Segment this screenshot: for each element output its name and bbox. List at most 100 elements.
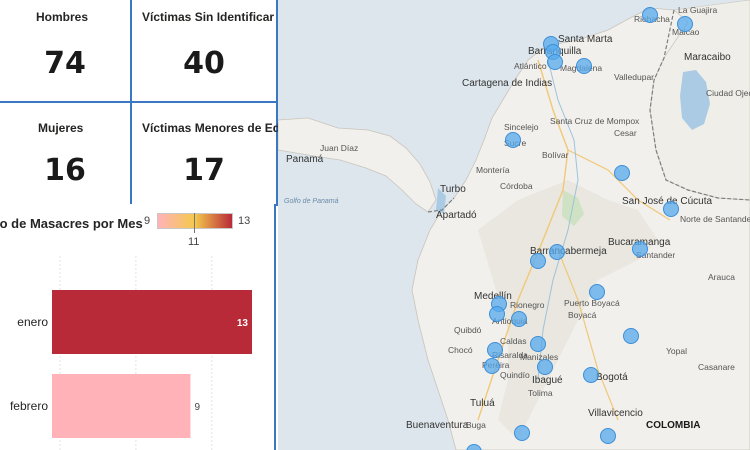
- category-label: febrero: [10, 399, 48, 413]
- map-label: Panamá: [286, 154, 324, 165]
- map-label: Tolima: [528, 388, 553, 398]
- color-scale-legend: [157, 213, 233, 229]
- map-label: Quindío: [500, 370, 530, 380]
- map-label: Valledupar: [614, 72, 655, 82]
- kpi-label: Hombres: [36, 10, 89, 24]
- kpi-card-victimas-sin-identificar[interactable]: Víctimas Sin Identificar 40: [130, 0, 278, 103]
- map-label: Risaralda: [492, 350, 528, 360]
- bar-data-label: 9: [194, 402, 200, 413]
- kpi-label: Víctimas Sin Identificar: [142, 10, 275, 24]
- border-colombia-venezuela: [649, 9, 750, 201]
- category-label: enero: [17, 315, 48, 329]
- map-label: Turbo: [440, 184, 466, 195]
- andes-relief: [478, 180, 658, 440]
- road-bogota: [557, 249, 619, 421]
- kpi-value: 40: [183, 46, 225, 81]
- map-label: Antioquia: [492, 316, 528, 326]
- map-label: Santa Cruz de Mompox: [550, 116, 640, 126]
- map-label: Maracaibo: [684, 52, 731, 63]
- map-label: Casanare: [698, 362, 735, 372]
- bar-data-label: 13: [237, 318, 249, 329]
- map-visual[interactable]: Santa Marta Barranquilla Atlántico Magda…: [278, 0, 750, 450]
- map-label: Córdoba: [500, 181, 533, 191]
- map-marker[interactable]: [642, 7, 658, 23]
- kpi-label: Mujeres: [38, 121, 84, 135]
- road-east: [567, 149, 671, 221]
- map-marker[interactable]: [677, 16, 693, 32]
- map-label: Arauca: [708, 272, 735, 282]
- map-label: Buenaventura: [406, 420, 469, 431]
- map-marker[interactable]: [583, 367, 599, 383]
- map-label: Cartagena de Indias: [462, 78, 553, 89]
- map-marker[interactable]: [514, 425, 530, 441]
- map-label: Yopal: [666, 346, 687, 356]
- map-marker[interactable]: [530, 253, 546, 269]
- bar-enero[interactable]: [52, 290, 252, 354]
- map-label: Maicao: [672, 27, 700, 37]
- border-colombia-panama: [427, 197, 455, 213]
- map-label: Villavicencio: [588, 408, 643, 419]
- map-marker[interactable]: [549, 244, 565, 260]
- map-marker[interactable]: [663, 201, 679, 217]
- map-label: Montería: [476, 165, 510, 175]
- vegetation-patch: [562, 190, 584, 226]
- kpi-card-mujeres[interactable]: Mujeres 16: [0, 101, 132, 206]
- map-marker[interactable]: [623, 328, 639, 344]
- kpi-value: 16: [44, 153, 86, 188]
- map-label: Manizales: [520, 352, 559, 362]
- bar-febrero[interactable]: [52, 374, 191, 438]
- map-marker[interactable]: [484, 358, 500, 374]
- golfo-de-uraba: [436, 188, 446, 214]
- legend-mid-label: 11: [188, 236, 200, 248]
- map-label: La Guajira: [678, 5, 718, 15]
- map-label: Sincelejo: [504, 122, 539, 132]
- map-label: Barrancabermeja: [530, 246, 607, 257]
- kpi-value: 74: [44, 46, 86, 81]
- kpi-card-victimas-menores[interactable]: Víctimas Menores de Edad 17: [130, 101, 294, 206]
- map-label: Juan Díaz: [320, 143, 359, 153]
- map-label: Quibdó: [454, 325, 482, 335]
- map-marker[interactable]: [489, 306, 505, 322]
- map-label: Bogotá: [596, 372, 628, 383]
- river-magdalena: [537, 59, 579, 381]
- map-label: Santander: [636, 250, 676, 260]
- map-label: Rionegro: [510, 300, 545, 310]
- map-label: Norte de Santander: [680, 214, 750, 224]
- map-label: Santa Marta: [558, 34, 613, 45]
- map-marker[interactable]: [505, 132, 521, 148]
- map-marker[interactable]: [600, 428, 616, 444]
- map-label: Tuluá: [470, 398, 495, 409]
- masacres-por-mes-chart[interactable]: lo de Masacres por Mes 9 13 11 enero 13 fe…: [0, 204, 276, 450]
- map-label: Ciudad Ojeda: [706, 88, 750, 98]
- map-marker[interactable]: [547, 54, 563, 70]
- map-label: Bolívar: [542, 150, 569, 160]
- map-marker[interactable]: [530, 336, 546, 352]
- panama-landmass: [278, 117, 437, 213]
- chart-title: lo de Masacres por Mes: [0, 216, 143, 231]
- map-label: Atlántico: [514, 61, 547, 71]
- basemap: [278, 0, 750, 450]
- map-marker[interactable]: [511, 311, 527, 327]
- map-label-colombia: COLOMBIA: [646, 420, 701, 431]
- map-label: Medellín: [474, 291, 512, 302]
- map-label: Boyacá: [568, 310, 597, 320]
- map-marker[interactable]: [589, 284, 605, 300]
- map-marker[interactable]: [487, 342, 503, 358]
- map-label: Golfo de Panamá: [284, 198, 339, 205]
- map-label: Puerto Boyacá: [564, 298, 620, 308]
- map-label: Cesar: [614, 128, 637, 138]
- map-label: Buga: [466, 420, 486, 430]
- legend-min-label: 9: [144, 215, 151, 227]
- kpi-label: Víctimas Menores de Edad: [142, 121, 295, 135]
- bar-chart-plot: enero 13 febrero 9: [10, 256, 252, 450]
- lake-maracaibo: [680, 70, 710, 130]
- map-marker[interactable]: [632, 241, 648, 257]
- map-marker[interactable]: [537, 359, 553, 375]
- kpi-card-hombres[interactable]: Hombres 74: [0, 0, 132, 103]
- map-label: Ibagué: [532, 375, 563, 386]
- map-label: Caldas: [500, 336, 527, 346]
- map-marker[interactable]: [576, 58, 592, 74]
- kpi-value: 17: [183, 153, 225, 188]
- map-label: Apartadó: [436, 210, 477, 221]
- map-marker[interactable]: [614, 165, 630, 181]
